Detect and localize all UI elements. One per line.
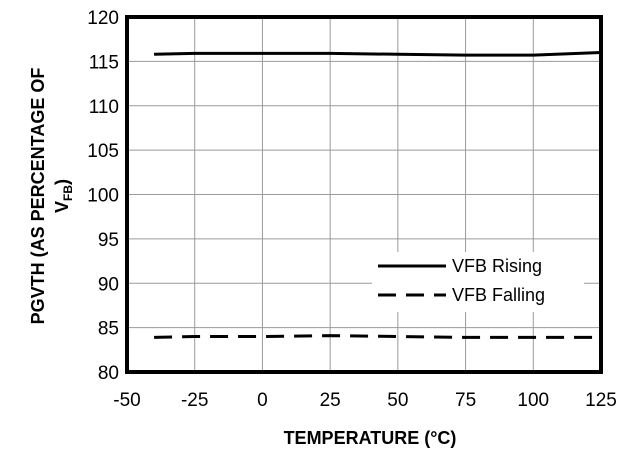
y-axis-title-paren: ) — [52, 179, 72, 185]
y-axis-title-line2-text: VFB) — [52, 179, 75, 213]
x-tick-label: 75 — [455, 390, 476, 411]
legend-label-vfb-falling: VFB Falling — [452, 285, 545, 305]
y-axis-title-line2: VFB) — [52, 179, 75, 213]
x-tick-label: 0 — [257, 390, 268, 411]
x-tick-label: -25 — [181, 390, 208, 411]
x-tick-labels: -50 -25 0 25 50 75 100 125 — [113, 390, 617, 411]
x-tick-label: 25 — [320, 390, 341, 411]
legend-label-vfb-rising: VFB Rising — [452, 256, 542, 276]
y-tick-label: 115 — [89, 52, 119, 73]
y-axis-title-line1: PGVTH (AS PERCENTAGE OF — [28, 68, 48, 325]
series-layer — [154, 51, 602, 339]
legend: VFB Rising VFB Falling — [372, 252, 584, 312]
series-line-vfb-falling — [154, 334, 601, 339]
y-axis-title: PGVTH (AS PERCENTAGE OF — [28, 68, 48, 325]
x-tick-label: 125 — [585, 390, 617, 411]
y-tick-label: 90 — [98, 274, 119, 295]
x-axis-title: TEMPERATURE (°C) — [284, 428, 457, 448]
y-tick-label: 80 — [98, 363, 119, 384]
y-axis-title-v: V — [52, 201, 72, 213]
plot-area-frame — [125, 15, 603, 374]
y-tick-label: 100 — [87, 186, 119, 207]
y-tick-labels: 80 85 90 95 100 105 110 115 120 — [87, 8, 119, 384]
x-tick-label: -50 — [113, 390, 140, 411]
y-tick-label: 105 — [87, 141, 119, 162]
y-axis-title-subscript: FB — [61, 185, 75, 201]
series-line-vfb-rising — [154, 51, 602, 57]
y-tick-label: 85 — [98, 319, 119, 340]
grid — [126, 16, 602, 373]
y-tick-label: 120 — [87, 8, 119, 29]
y-tick-label: 110 — [89, 97, 119, 118]
legend-background — [372, 252, 584, 312]
x-tick-label: 50 — [387, 390, 408, 411]
y-tick-label: 95 — [98, 230, 119, 251]
x-tick-label: 100 — [517, 390, 549, 411]
